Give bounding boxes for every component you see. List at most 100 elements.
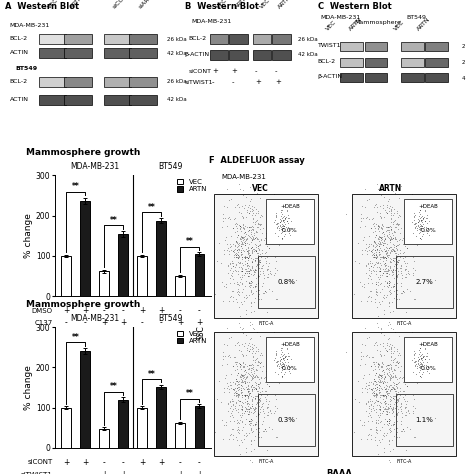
Point — [373, 423, 380, 431]
Point — [226, 259, 234, 266]
Point — [416, 360, 423, 368]
Point — [245, 417, 253, 424]
Point — [227, 216, 234, 223]
Point — [383, 201, 391, 209]
Point — [257, 264, 265, 272]
Point — [273, 220, 281, 228]
Text: 0.3%: 0.3% — [277, 417, 295, 423]
Text: +: + — [177, 470, 183, 474]
Point — [383, 385, 390, 392]
Point — [234, 419, 241, 427]
Point — [396, 384, 404, 392]
Point — [242, 267, 250, 274]
Point — [416, 365, 424, 372]
Point — [247, 409, 255, 416]
Point — [241, 269, 249, 276]
Point — [280, 232, 288, 240]
Point — [237, 370, 245, 377]
Point — [279, 351, 287, 358]
Point — [259, 269, 266, 277]
Point — [419, 353, 427, 360]
Point — [256, 225, 264, 233]
Point — [271, 253, 279, 261]
Point — [250, 203, 258, 211]
Text: +DEAB: +DEAB — [418, 342, 438, 346]
Point — [255, 246, 262, 253]
Point — [243, 406, 251, 413]
Point — [251, 358, 259, 365]
Point — [279, 355, 287, 362]
Point — [251, 405, 258, 412]
Point — [369, 380, 377, 387]
Point — [375, 223, 383, 231]
Point — [365, 293, 372, 301]
Point — [393, 273, 401, 281]
Point — [239, 221, 247, 229]
Point — [234, 423, 242, 431]
Point — [247, 245, 255, 252]
Point — [271, 409, 278, 417]
Point — [424, 229, 431, 237]
Point — [393, 358, 401, 366]
Point — [281, 227, 288, 235]
Point — [412, 222, 420, 229]
Text: 2: 2 — [462, 45, 465, 49]
Point — [255, 383, 262, 391]
Point — [387, 345, 395, 352]
Point — [383, 417, 391, 424]
Point — [381, 234, 389, 241]
Point — [228, 397, 236, 404]
Point — [249, 353, 257, 361]
Point — [255, 290, 263, 297]
Point — [233, 433, 240, 441]
Point — [387, 205, 394, 212]
Point — [222, 371, 230, 379]
Point — [238, 264, 246, 272]
Point — [364, 250, 371, 257]
Text: **: ** — [72, 182, 79, 191]
Point — [243, 400, 250, 407]
Point — [399, 287, 407, 294]
Point — [381, 406, 389, 413]
Point — [249, 364, 257, 371]
Point — [236, 450, 244, 457]
Point — [370, 254, 378, 261]
Point — [379, 269, 387, 276]
Point — [237, 275, 245, 283]
Point — [248, 371, 256, 378]
Point — [244, 384, 251, 392]
Point — [279, 362, 287, 370]
Point — [379, 240, 386, 247]
Point — [233, 261, 240, 268]
Point — [253, 236, 261, 243]
Point — [395, 295, 403, 303]
Point — [225, 196, 233, 203]
Point — [227, 381, 234, 389]
Point — [373, 341, 381, 348]
Point — [241, 222, 248, 230]
Point — [247, 287, 255, 295]
Point — [255, 433, 262, 440]
Point — [229, 425, 237, 432]
Text: **: ** — [186, 237, 194, 246]
Point — [373, 285, 380, 293]
Point — [219, 210, 227, 218]
Point — [389, 265, 397, 273]
Point — [363, 400, 370, 408]
Point — [244, 249, 252, 256]
Point — [393, 295, 401, 302]
Point — [386, 254, 393, 261]
Point — [393, 418, 401, 425]
Point — [277, 209, 285, 216]
Point — [391, 366, 399, 374]
Point — [281, 215, 289, 223]
Point — [418, 222, 426, 230]
Point — [232, 222, 239, 229]
Point — [377, 260, 384, 267]
Point — [263, 259, 270, 266]
Point — [420, 214, 428, 221]
Point — [387, 349, 394, 357]
Point — [248, 458, 255, 465]
Point — [416, 223, 423, 231]
Point — [397, 269, 405, 277]
